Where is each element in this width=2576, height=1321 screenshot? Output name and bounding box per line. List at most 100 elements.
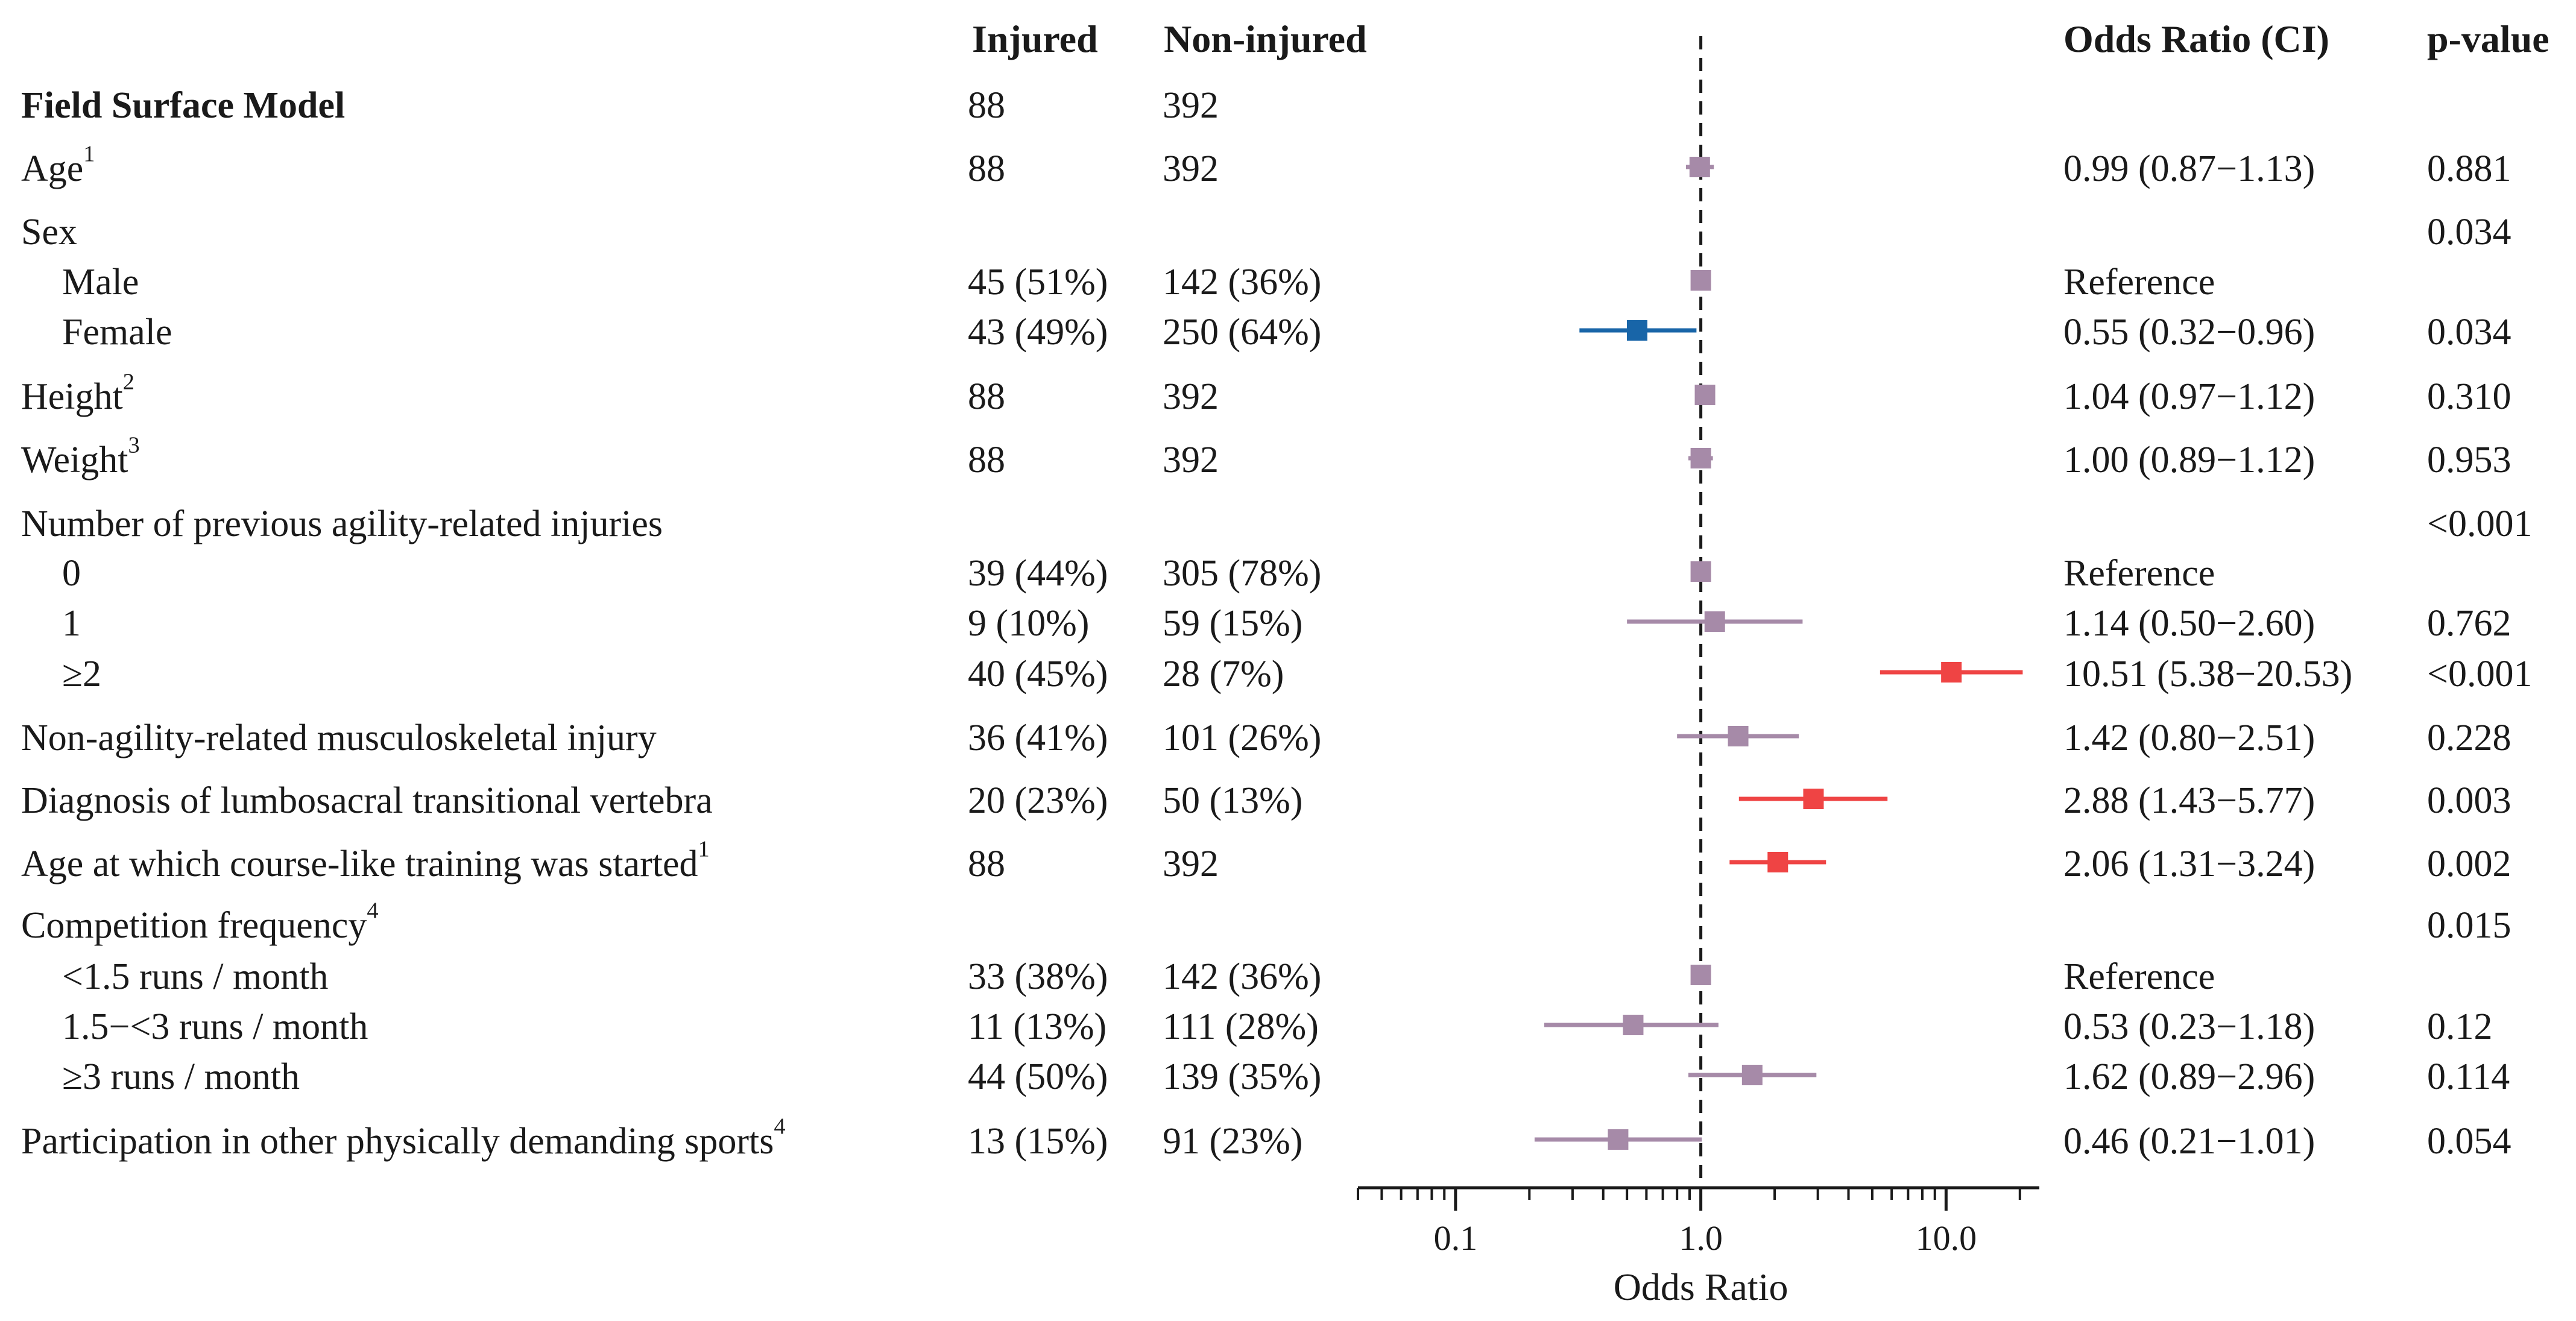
row-label: Male [62,263,139,301]
point-estimate [1767,852,1788,872]
p-value: 0.015 [2427,905,2511,946]
row-label: Height2 [21,370,134,417]
p-value: 0.228 [2427,717,2511,758]
row-label: Diagnosis of lumbosacral transitional ve… [21,782,713,819]
row-label: Participation in other physically demand… [21,1115,786,1160]
footnote-marker: 2 [122,369,134,395]
header-odds-ratio-ci: Odds Ratio (CI) [2063,17,2329,60]
non-injured-count: 91 (23%) [1163,1121,1303,1162]
injured-count: 88 [968,376,1005,417]
p-value: 0.12 [2427,1006,2493,1047]
row-label: Age at which course-like training was st… [21,837,710,883]
x-tick-label: 10.0 [1915,1219,1977,1258]
point-estimate [1803,789,1824,809]
non-injured-count: 392 [1163,376,1219,417]
p-value: 0.034 [2427,212,2511,253]
p-value: 0.762 [2427,603,2511,644]
row-label: ≥3 runs / month [62,1058,300,1096]
row-label-text: Competition frequency [21,905,367,946]
x-tick-label: 1.0 [1679,1219,1723,1258]
non-injured-count: 142 (36%) [1163,262,1322,303]
point-estimate [1690,965,1711,985]
injured-count: 88 [968,85,1005,126]
header-p-value: p-value [2427,17,2549,60]
injured-count: 20 (23%) [968,780,1108,821]
row-label: Sex [21,213,77,251]
non-injured-count: 111 (28%) [1163,1006,1319,1047]
x-tick-label: 0.1 [1433,1219,1478,1258]
row-label-text: Number of previous agility-related injur… [21,503,663,544]
odds-ratio-ci: 1.04 (0.97−1.12) [2063,376,2316,417]
injured-count: 33 (38%) [968,956,1108,997]
point-estimate [1728,726,1749,746]
injured-count: 11 (13%) [968,1006,1107,1047]
row-label: Number of previous agility-related injur… [21,505,663,543]
row-label: Field Surface Model [21,87,345,124]
non-injured-count: 142 (36%) [1163,956,1322,997]
injured-count: 36 (41%) [968,717,1108,758]
footnote-marker: 4 [774,1114,786,1140]
odds-ratio-ci: Reference [2063,553,2215,594]
injured-count: 88 [968,440,1005,481]
header-non-injured: Non-injured [1164,17,1367,60]
p-value: 0.953 [2427,440,2511,481]
row-label-text: Male [62,262,139,303]
row-label-text: Age [21,148,84,189]
row-label-text: ≥3 runs / month [62,1056,300,1097]
p-value: 0.310 [2427,376,2511,417]
row-label: Non-agility-related musculoskeletal inju… [21,719,657,757]
non-injured-count: 139 (35%) [1163,1056,1322,1097]
row-label-text: Field Surface Model [21,85,346,126]
row-label-text: 0 [62,553,81,594]
p-value: <0.001 [2427,654,2533,695]
injured-count: 13 (15%) [968,1121,1108,1162]
row-label-text: Female [62,312,172,353]
non-injured-count: 392 [1163,85,1219,126]
point-estimate [1626,320,1647,341]
injured-count: 88 [968,148,1005,189]
row-label-text: Sex [21,212,77,253]
p-value: 0.034 [2427,312,2511,353]
non-injured-count: 392 [1163,440,1219,481]
non-injured-count: 50 (13%) [1163,780,1303,821]
point-estimate [1694,385,1716,405]
p-value: 0.054 [2427,1121,2511,1162]
point-estimate [1608,1129,1629,1150]
row-label: Weight3 [21,434,140,481]
row-label-text: 1 [62,603,81,644]
injured-count: 9 (10%) [968,603,1090,644]
odds-ratio-ci: Reference [2063,262,2215,303]
injured-count: 40 (45%) [968,654,1108,695]
point-estimate [1690,448,1711,468]
x-axis-title: Odds Ratio [1613,1266,1788,1308]
injured-count: 88 [968,843,1005,884]
row-label-text: <1.5 runs / month [62,956,329,997]
odds-ratio-ci: 0.53 (0.23−1.18) [2063,1006,2316,1047]
odds-ratio-ci: 0.55 (0.32−0.96) [2063,312,2316,353]
odds-ratio-ci: 1.62 (0.89−2.96) [2063,1056,2316,1097]
point-estimate [1741,1065,1763,1085]
row-label-text: Height [21,376,123,417]
point-estimate [1689,157,1710,177]
odds-ratio-ci: 1.14 (0.50−2.60) [2063,603,2316,644]
injured-count: 43 (49%) [968,312,1108,353]
odds-ratio-ci: 2.88 (1.43−5.77) [2063,780,2316,821]
row-label: Female [62,314,172,351]
odds-ratio-ci: 1.42 (0.80−2.51) [2063,717,2316,758]
non-injured-count: 392 [1163,148,1219,189]
point-estimate [1941,662,1962,683]
injured-count: 45 (51%) [968,262,1108,303]
p-value: 0.114 [2427,1056,2510,1097]
footnote-marker: 4 [367,898,379,924]
row-label: 0 [62,555,81,592]
row-label-text: Weight [21,440,128,481]
row-label: Competition frequency4 [21,899,379,946]
non-injured-count: 250 (64%) [1163,312,1322,353]
row-label: <1.5 runs / month [62,958,328,995]
p-value: 0.002 [2427,843,2511,884]
row-label-text: Non-agility-related musculoskeletal inju… [21,717,657,758]
header-injured: Injured [972,17,1098,60]
odds-ratio-ci: 10.51 (5.38−20.53) [2063,654,2353,695]
row-label: 1 [62,605,81,642]
